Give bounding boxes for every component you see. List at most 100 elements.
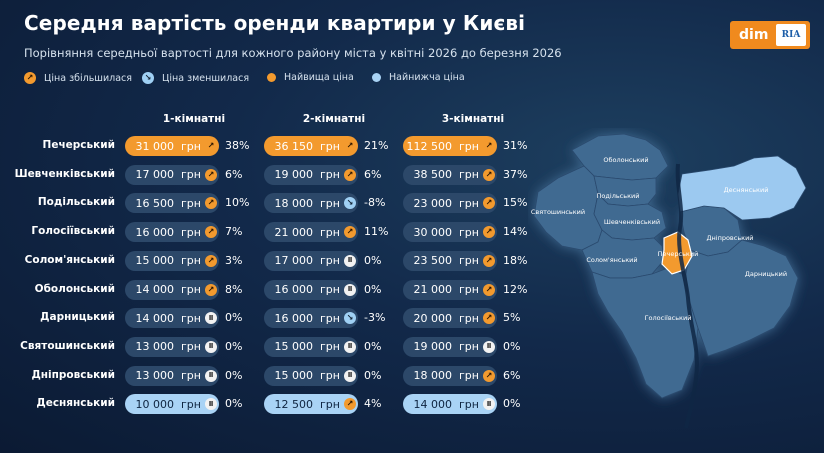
legend: ↗ Ціна збільшилася ↘ Ціна зменшилася Най… [24, 72, 524, 86]
arrow-up-icon: ↗ [483, 140, 495, 152]
price-cell: 14 000 грн [125, 308, 219, 329]
currency-label: грн [181, 139, 201, 153]
arrow-up-icon: ↗ [344, 168, 356, 181]
arrow-up-icon: ↗ [205, 283, 217, 296]
change-percent: 0% [364, 253, 382, 267]
district-label: Печерський [42, 139, 115, 151]
page-subtitle: Порівняння середньої вартості для кожног… [24, 46, 562, 60]
pause-icon: Ⅱ [205, 312, 217, 325]
arrow-down-icon: ↘ [142, 72, 154, 84]
currency-label: грн [320, 283, 340, 296]
price-value: 16 500 [135, 196, 175, 210]
map-area-shevchenkivskyi [593, 193, 667, 241]
change-percent: 37% [503, 167, 528, 181]
map-district-label: Печерський [658, 250, 699, 258]
pause-icon: Ⅱ [205, 340, 217, 353]
legend-highest: Найвища ціна [267, 72, 354, 83]
price-cell: 16 000 грн [264, 308, 358, 329]
price-value: 21 000 [274, 225, 314, 239]
price-cell: 16 500 грн [125, 193, 219, 214]
district-label: Солом'янський [24, 253, 115, 266]
currency-label: грн [181, 340, 201, 354]
price-cell: 36 150 грн [264, 136, 358, 156]
currency-label: грн [320, 369, 340, 383]
legend-increase-label: Ціна збільшилася [44, 72, 132, 84]
change-percent: 15% [503, 196, 528, 210]
price-cell: 13 000 грн [125, 365, 219, 386]
arrow-up-icon: ↗ [205, 226, 217, 239]
currency-label: грн [181, 254, 201, 268]
price-cell: 21 000 грн [403, 279, 497, 300]
arrow-up-icon: ↗ [205, 254, 217, 267]
price-value: 36 150 [274, 139, 314, 153]
arrow-up-icon: ↗ [344, 140, 356, 152]
price-cell: 30 000 грн [403, 222, 497, 243]
price-value: 17 000 [274, 254, 314, 268]
currency-label: грн [459, 369, 479, 383]
dim-ria-logo[interactable]: dim RIA [730, 21, 810, 49]
arrow-up-icon: ↗ [205, 168, 217, 181]
arrow-up-icon: ↗ [483, 197, 495, 210]
currency-label: грн [459, 168, 479, 182]
price-value: 20 000 [413, 311, 453, 325]
price-value: 13 000 [135, 340, 175, 354]
price-cell: 13 000 грн [125, 336, 219, 357]
change-percent: -3% [364, 311, 386, 325]
pause-icon: Ⅱ [483, 398, 495, 411]
price-value: 18 000 [413, 369, 453, 383]
price-cell: 14 000 грн [125, 279, 219, 300]
map-district-label: Оболонський [603, 156, 648, 164]
price-value: 14 000 [135, 283, 175, 296]
price-value: 38 500 [413, 168, 453, 182]
currency-label: грн [181, 311, 201, 325]
change-percent: 0% [503, 339, 521, 353]
price-value: 16 000 [274, 311, 314, 325]
price-value: 15 000 [274, 340, 314, 354]
price-value: 19 000 [413, 340, 453, 354]
currency-label: грн [181, 283, 201, 296]
change-percent: 4% [364, 397, 382, 411]
currency-label: грн [320, 397, 340, 411]
price-cell: 16 000 грн [125, 222, 219, 243]
currency-label: грн [320, 311, 340, 325]
change-percent: -8% [364, 196, 386, 210]
change-percent: 6% [503, 368, 521, 382]
price-cell: 23 000 грн [403, 193, 497, 214]
page-title: Середня вартість оренди квартири у Києві [24, 11, 526, 35]
arrow-up-icon: ↗ [344, 226, 356, 239]
change-percent: 38% [225, 139, 250, 152]
currency-label: грн [459, 283, 479, 296]
price-cell: 15 000 грн [264, 336, 358, 357]
change-percent: 8% [225, 282, 243, 296]
pause-icon: Ⅱ [344, 369, 356, 382]
price-value: 12 500 [274, 397, 314, 411]
price-cell: 17 000 грн [125, 164, 219, 185]
price-value: 14 000 [135, 311, 175, 325]
district-label: Дніпровський [31, 368, 115, 381]
currency-label: грн [459, 254, 479, 268]
pause-icon: Ⅱ [483, 340, 495, 353]
currency-label: грн [459, 196, 479, 210]
pause-icon: Ⅱ [205, 369, 217, 382]
map-district-label: Дніпровський [706, 234, 753, 242]
logo-ria-badge: RIA [776, 24, 806, 46]
change-percent: 0% [364, 368, 382, 382]
legend-lowest: Найнижча ціна [372, 72, 465, 83]
dnipro-river [675, 163, 699, 428]
price-value: 112 500 [406, 139, 453, 153]
change-percent: 6% [364, 167, 382, 181]
legend-lowest-label: Найнижча ціна [389, 72, 465, 83]
price-value: 14 000 [413, 397, 453, 411]
legend-increase: ↗ Ціна збільшилася [24, 72, 132, 84]
currency-label: грн [459, 311, 479, 325]
currency-label: грн [320, 139, 340, 153]
price-value: 16 000 [274, 283, 314, 296]
price-value: 16 000 [135, 225, 175, 239]
change-percent: 0% [225, 339, 243, 353]
currency-label: грн [320, 254, 340, 268]
pause-icon: Ⅱ [344, 340, 356, 353]
price-cell: 14 000 грн [403, 394, 497, 415]
map-district-label: Святошинський [531, 208, 585, 216]
change-percent: 7% [225, 225, 243, 239]
arrow-down-icon: ↘ [344, 312, 356, 325]
